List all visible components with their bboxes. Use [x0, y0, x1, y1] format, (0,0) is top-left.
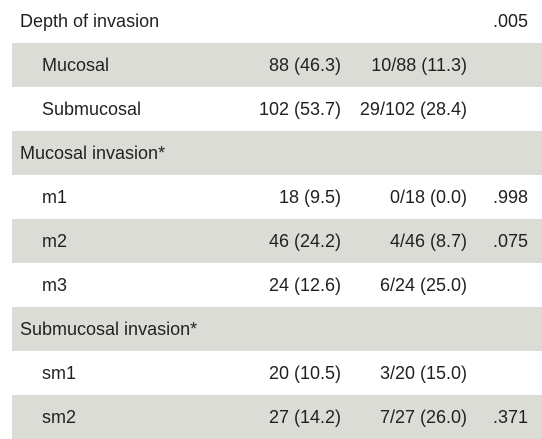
row-label: sm2 — [42, 407, 77, 427]
table-row-submucosal-invasion: Submucosal invasion* — [12, 307, 542, 351]
p-value: .005 — [492, 11, 528, 31]
table-row-submucosal: Submucosal 102 (53.7) 29/102 (28.4) — [12, 87, 542, 131]
row-label: m3 — [42, 275, 68, 295]
count-percent: 27 (14.2) — [268, 407, 341, 427]
row-label: Depth of invasion — [20, 11, 160, 31]
table-row-mucosal-invasion: Mucosal invasion* — [12, 131, 542, 175]
count-percent: 102 (53.7) — [258, 99, 341, 119]
count-percent: 46 (24.2) — [268, 231, 341, 251]
ratio-percent: 10/88 (11.3) — [371, 55, 467, 75]
row-label: sm1 — [42, 363, 77, 383]
row-label: Mucosal invasion* — [20, 143, 166, 163]
table-row-sm2: sm2 27 (14.2) 7/27 (26.0) .371 — [12, 395, 542, 439]
table-row-m3: m3 24 (12.6) 6/24 (25.0) — [12, 263, 542, 307]
table-row-depth-of-invasion: Depth of invasion .005 — [12, 0, 542, 43]
count-percent: 18 (9.5) — [278, 187, 341, 207]
ratio-percent: 6/24 (25.0) — [379, 275, 467, 295]
p-value: .075 — [492, 231, 528, 251]
row-label: Mucosal — [42, 55, 110, 75]
ratio-percent: 0/18 (0.0) — [389, 187, 467, 207]
p-value: .371 — [492, 407, 528, 427]
count-percent: 24 (12.6) — [268, 275, 341, 295]
count-percent: 20 (10.5) — [268, 363, 341, 383]
row-label: m2 — [42, 231, 68, 251]
count-percent: 88 (46.3) — [268, 55, 341, 75]
table-row-m2: m2 46 (24.2) 4/46 (8.7) .075 — [12, 219, 542, 263]
table-row-sm1: sm1 20 (10.5) 3/20 (15.0) — [12, 351, 542, 395]
ratio-percent: 4/46 (8.7) — [389, 231, 467, 251]
row-label: m1 — [42, 187, 68, 207]
row-label: Submucosal invasion* — [20, 319, 198, 339]
ratio-percent: 7/27 (26.0) — [379, 407, 467, 427]
row-label: Submucosal — [42, 99, 142, 119]
data-table: Depth of invasion .005 Mucosal 88 (46.3)… — [12, 0, 542, 439]
ratio-percent: 29/102 (28.4) — [359, 99, 467, 119]
p-value: .998 — [492, 187, 528, 207]
table-row-m1: m1 18 (9.5) 0/18 (0.0) .998 — [12, 175, 542, 219]
table-row-mucosal: Mucosal 88 (46.3) 10/88 (11.3) — [12, 43, 542, 87]
ratio-percent: 3/20 (15.0) — [379, 363, 467, 383]
